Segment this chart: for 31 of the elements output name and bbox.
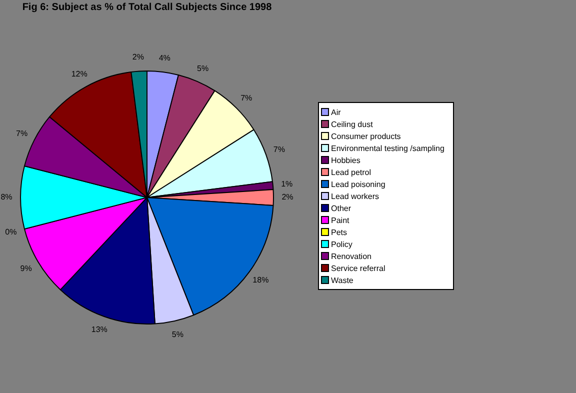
data-label: 5% xyxy=(197,64,209,73)
legend-label: Lead petrol xyxy=(331,168,372,176)
data-label: 1% xyxy=(281,179,293,188)
data-label: 7% xyxy=(273,145,285,154)
data-label: 4% xyxy=(158,53,170,62)
legend-label: Consumer products xyxy=(331,132,401,140)
data-label: 9% xyxy=(20,264,32,274)
legend-label: Hobbies xyxy=(331,156,360,164)
legend-label: Lead poisoning xyxy=(331,180,386,188)
data-label: 2% xyxy=(132,52,144,62)
legend-label: Other xyxy=(331,204,352,212)
data-label: 12% xyxy=(71,70,88,79)
legend-label: Environmental testing /sampling xyxy=(331,144,444,152)
data-label: 5% xyxy=(172,330,184,339)
legend-label: Renovation xyxy=(331,252,372,260)
legend-label: Pets xyxy=(331,228,348,236)
chart-title: Fig 6: Subject as % of Total Call Subjects Since 1998 xyxy=(22,2,272,13)
legend-label: Waste xyxy=(331,276,354,284)
legend-label: Policy xyxy=(331,240,352,248)
data-label: 2% xyxy=(282,192,294,202)
data-label: 13% xyxy=(91,324,108,334)
data-label: 18% xyxy=(252,275,269,284)
data-label: 8% xyxy=(0,192,12,202)
data-label: 7% xyxy=(240,93,252,102)
legend-label: Paint xyxy=(331,216,350,224)
data-label: 7% xyxy=(16,128,28,138)
legend-label: Service referral xyxy=(331,264,386,272)
text: 0% xyxy=(5,228,17,237)
legend-label: Ceiling dust xyxy=(331,120,373,128)
legend-label: Lead workers xyxy=(331,192,380,200)
legend-label: Air xyxy=(331,108,341,116)
